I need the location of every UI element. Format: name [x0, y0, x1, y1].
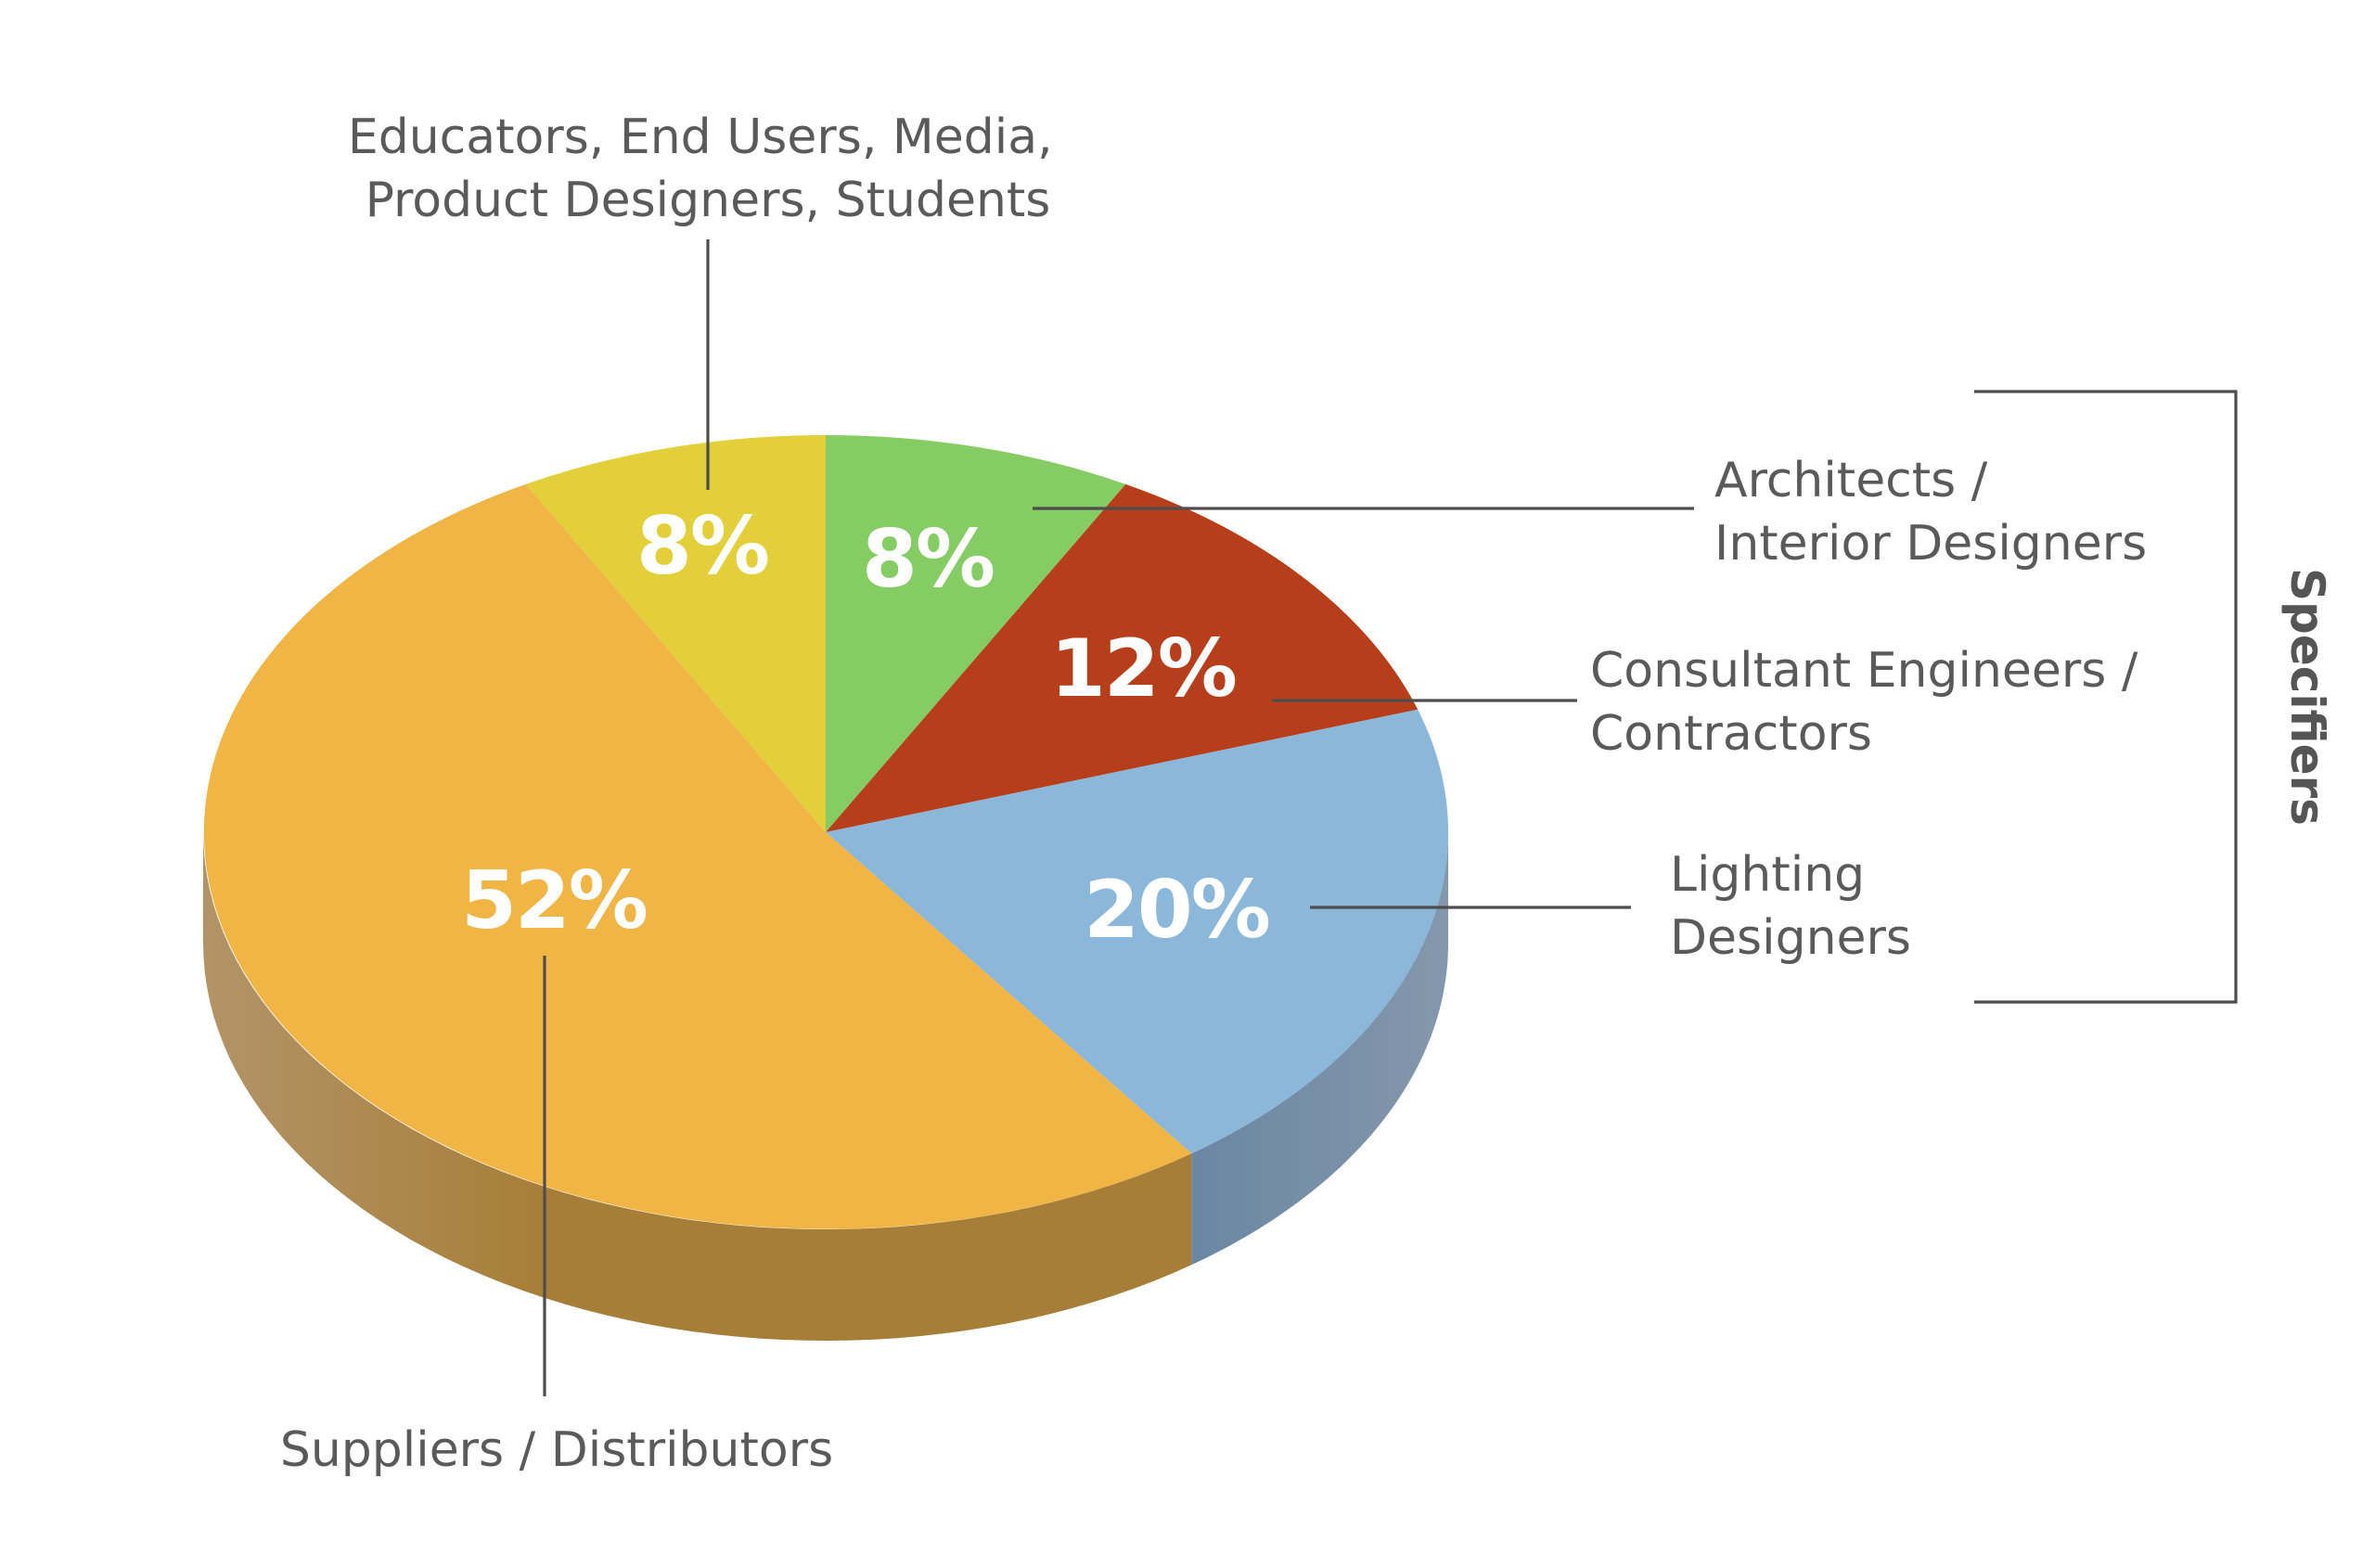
slice-label-architects-line-1: Architects /	[1714, 453, 1988, 508]
slice-label-architects: Architects / Interior Designers	[1714, 453, 2147, 572]
slice-label-suppliers: Suppliers / Distributors	[280, 1422, 833, 1478]
pie-slice-educators	[525, 435, 826, 832]
pie-slice-architects	[826, 435, 1126, 832]
pie-slices	[203, 435, 1449, 1229]
slice-value-lighting: 20%	[1084, 864, 1269, 957]
specifiers-label: Specifiers	[2280, 568, 2334, 826]
pie-slice-lighting	[826, 709, 1449, 1154]
pie-slice-consultants	[826, 483, 1419, 832]
slice-value-educators: 8%	[636, 500, 768, 593]
slice-label-suppliers-line-1: Suppliers / Distributors	[280, 1422, 833, 1478]
slice-label-consultants-line-1: Consultant Engineers /	[1590, 643, 2138, 699]
pie-slice-suppliers	[203, 483, 1192, 1229]
slice-label-architects-line-2: Interior Designers	[1714, 516, 2147, 572]
slice-value-suppliers: 52%	[461, 855, 647, 947]
slice-label-lighting-line-2: Designers	[1670, 910, 1911, 966]
slice-label-consultants: Consultant Engineers / Contractors	[1590, 643, 2153, 762]
slice-label-educators-line-1: Educators, End Users, Media,	[348, 109, 1053, 165]
pie-side-lighting	[1191, 832, 1448, 1266]
slice-label-lighting: Lighting Designers	[1670, 847, 1911, 966]
specifiers-bracket	[1974, 390, 2238, 1004]
slice-label-educators-line-2: Product Designers, Students	[366, 173, 1051, 228]
slice-label-educators: Educators, End Users, Media, Product Des…	[348, 109, 1068, 228]
slice-label-consultants-line-2: Contractors	[1590, 706, 1872, 762]
slice-value-architects: 8%	[862, 513, 994, 606]
slice-label-lighting-line-1: Lighting	[1670, 847, 1865, 903]
pie-side	[203, 832, 1448, 1341]
slice-value-consultants: 12%	[1050, 623, 1236, 715]
pie-side-suppliers	[203, 832, 1192, 1341]
